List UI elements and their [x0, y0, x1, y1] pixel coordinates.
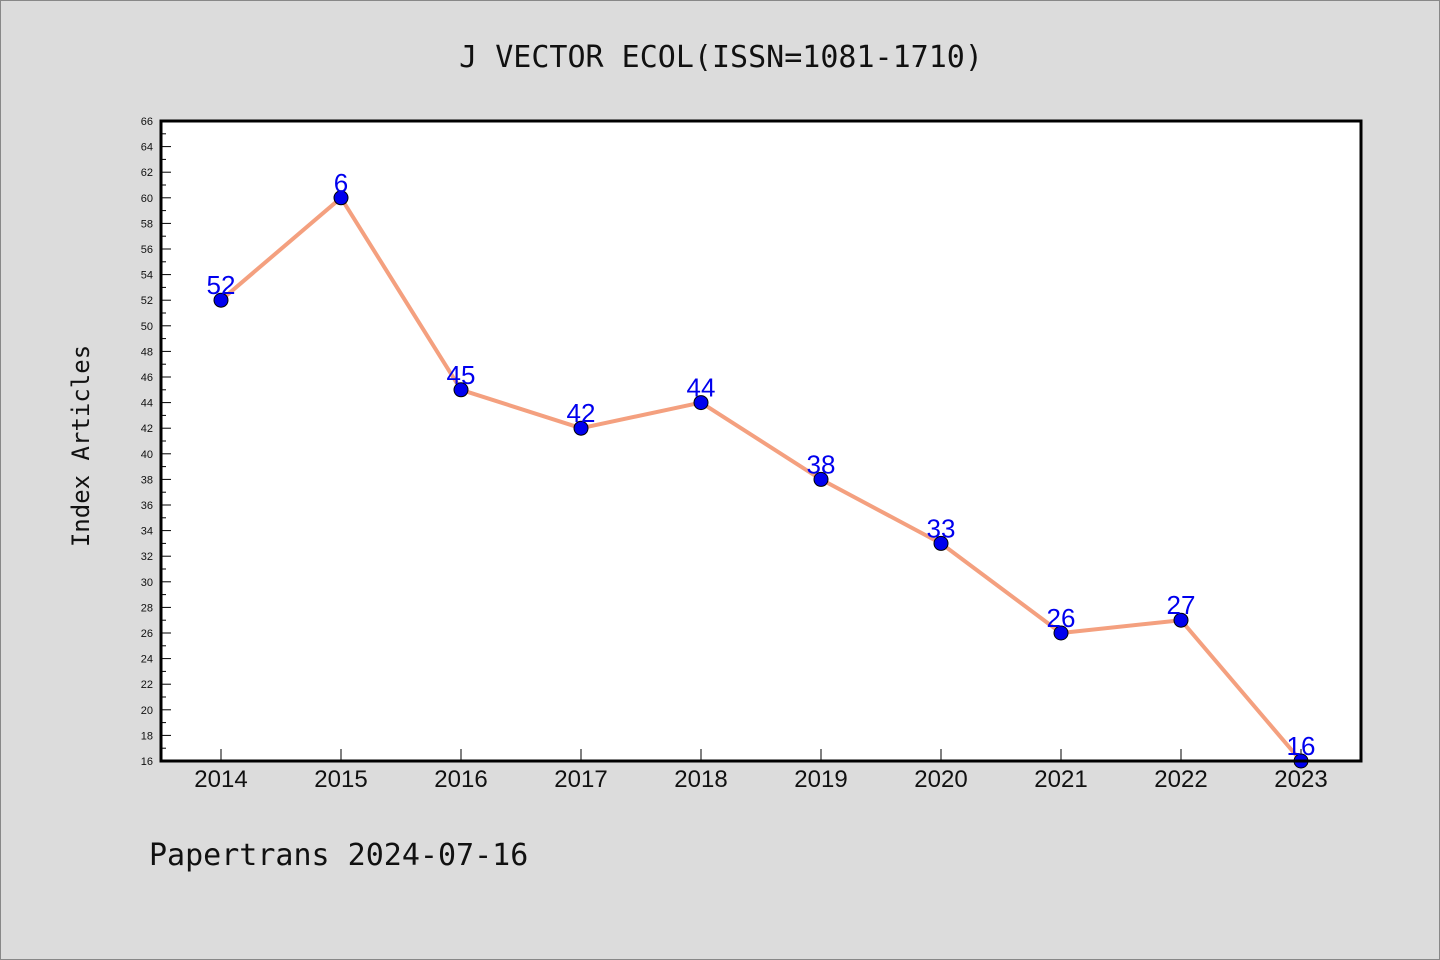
y-tick-label: 16	[141, 756, 153, 768]
data-point	[1173, 612, 1189, 628]
y-tick-label: 40	[141, 449, 153, 461]
y-tick-label: 58	[141, 218, 153, 230]
data-label: 45	[447, 360, 476, 390]
x-tick-label: 2014	[194, 766, 247, 793]
chart-title: J VECTOR ECOL(ISSN=1081-1710)	[459, 40, 983, 75]
data-label: 6	[334, 168, 348, 198]
y-tick-label: 42	[141, 423, 153, 435]
data-point	[573, 420, 589, 436]
data-label: 52	[207, 270, 236, 300]
x-tick-label: 2016	[434, 766, 487, 793]
x-tick-label: 2018	[674, 766, 727, 793]
footer-credit: Papertrans 2024-07-16	[149, 838, 528, 873]
y-tick-label: 44	[141, 398, 153, 410]
y-tick-label: 52	[141, 295, 153, 307]
x-tick-label: 2015	[314, 766, 367, 793]
data-markers	[213, 190, 1309, 769]
x-tick-label: 2023	[1274, 766, 1327, 793]
data-labels: 52 6 45 42 44 38 33 26 27 16	[207, 168, 1316, 761]
y-tick-label: 56	[141, 244, 153, 256]
y-tick-label: 62	[141, 167, 153, 179]
plot-border	[159, 119, 1363, 763]
x-tick-label: 2020	[914, 766, 967, 793]
y-axis-label: Index Articles	[67, 345, 95, 547]
data-point	[453, 382, 469, 398]
data-point	[933, 535, 949, 551]
y-tick-label: 26	[141, 628, 153, 640]
data-point	[333, 190, 349, 206]
y-tick-label: 64	[141, 142, 153, 154]
x-tick-label: 2017	[554, 766, 607, 793]
y-tick-label: 18	[141, 730, 153, 742]
data-label: 42	[567, 398, 596, 428]
y-tick-label: 66	[141, 116, 153, 128]
data-point	[1053, 625, 1069, 641]
x-tick-label: 2021	[1034, 766, 1087, 793]
y-tick-label: 32	[141, 551, 153, 563]
y-tick-label: 34	[141, 526, 153, 538]
y-tick-label: 22	[141, 679, 153, 691]
y-tick-label: 20	[141, 705, 153, 717]
y-tick-label: 38	[141, 474, 153, 486]
data-label: 44	[687, 373, 716, 403]
y-tick-label: 46	[141, 372, 153, 384]
y-axis: 16 18 20 22 24 26 28 30 32 34 36 38 40 42 44 46 48 50 52 54…	[141, 116, 171, 768]
data-label: 38	[807, 449, 836, 479]
data-label: 26	[1047, 603, 1076, 633]
x-axis: 2014 2015 2016 2017 2018 2019 2020 2021 2022 2023	[194, 749, 1328, 793]
data-point	[693, 395, 709, 411]
y-tick-label: 30	[141, 577, 153, 589]
y-tick-label: 36	[141, 500, 153, 512]
data-label: 27	[1167, 590, 1196, 620]
y-tick-label: 24	[141, 654, 153, 666]
data-label: 16	[1287, 731, 1316, 761]
y-tick-label: 28	[141, 602, 153, 614]
series-line-group	[219, 195, 1303, 763]
x-tick-label: 2022	[1154, 766, 1207, 793]
y-tick-label: 60	[141, 193, 153, 205]
y-tick-label: 54	[141, 270, 153, 282]
series-line	[219, 195, 1303, 763]
data-point	[213, 292, 229, 308]
y-tick-label: 50	[141, 321, 153, 333]
y-tick-label: 48	[141, 346, 153, 358]
data-label: 33	[927, 513, 956, 543]
x-tick-label: 2019	[794, 766, 847, 793]
data-point	[813, 471, 829, 487]
